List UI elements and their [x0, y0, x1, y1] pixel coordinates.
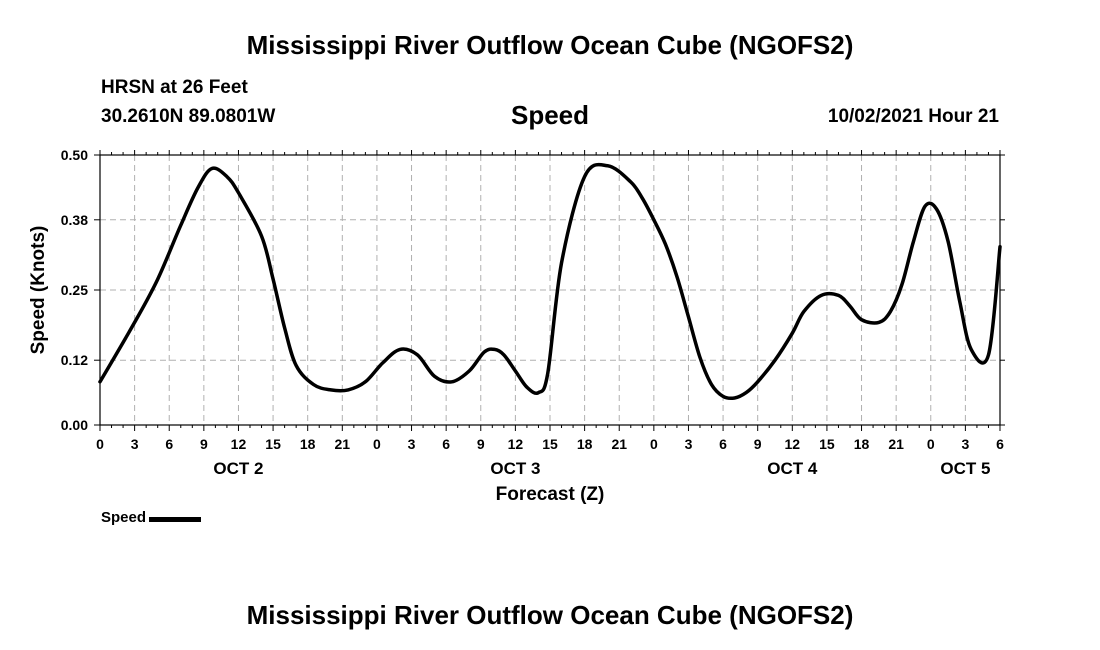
- x-tick-label: 15: [542, 436, 558, 452]
- chart-title-top: Mississippi River Outflow Ocean Cube (NG…: [246, 30, 854, 60]
- station-name: HRSN at 26 Feet: [101, 77, 248, 98]
- y-tick-label: 0.00: [61, 417, 88, 433]
- x-tick-label: 6: [719, 436, 727, 452]
- y-axis-label: Speed (Knots): [28, 226, 49, 355]
- x-tick-label: 9: [477, 436, 485, 452]
- y-tick-label: 0.38: [61, 212, 88, 228]
- day-label: OCT 3: [490, 459, 540, 478]
- legend-swatch: [149, 516, 202, 522]
- y-tick-label: 0.50: [61, 147, 88, 163]
- x-tick-label: 3: [131, 436, 139, 452]
- x-tick-label: 9: [200, 436, 208, 452]
- x-tick-label: 12: [785, 436, 801, 452]
- day-label: OCT 2: [213, 459, 263, 478]
- x-tick-label: 21: [611, 436, 627, 452]
- x-tick-label: 21: [888, 436, 904, 452]
- x-tick-label: 0: [373, 436, 381, 452]
- x-tick-label: 18: [854, 436, 870, 452]
- grid-lines: [100, 155, 1000, 425]
- x-tick-label: 9: [754, 436, 762, 452]
- x-tick-label: 3: [961, 436, 969, 452]
- day-label: OCT 5: [940, 459, 990, 478]
- x-tick-label: 6: [996, 436, 1004, 452]
- x-tick-label: 6: [442, 436, 450, 452]
- y-tick-label: 0.12: [61, 352, 88, 368]
- x-tick-label: 3: [685, 436, 693, 452]
- x-tick-label: 12: [508, 436, 524, 452]
- x-tick-label: 15: [265, 436, 281, 452]
- series-line-speed: [98, 162, 1002, 401]
- series-layer: [98, 162, 1002, 401]
- x-tick-label: 15: [819, 436, 835, 452]
- x-tick-label: 12: [231, 436, 247, 452]
- legend: Speed: [101, 509, 202, 526]
- x-tick-label: 0: [96, 436, 104, 452]
- plot-frame: [99, 154, 1001, 426]
- x-tick-label: 6: [165, 436, 173, 452]
- plot-title: Speed: [510, 100, 590, 130]
- x-tick-label: 3: [408, 436, 416, 452]
- y-tick-label: 0.25: [61, 282, 88, 298]
- x-tick-label: 0: [927, 436, 935, 452]
- station-coords: 30.2610N 89.0801W: [101, 106, 276, 127]
- x-axis-label: Forecast (Z): [496, 484, 605, 505]
- day-label: OCT 4: [767, 459, 818, 478]
- x-tick-label: 18: [300, 436, 316, 452]
- x-tick-label: 0: [650, 436, 658, 452]
- chart-title-bottom: Mississippi River Outflow Ocean Cube (NG…: [246, 600, 854, 630]
- legend-label: Speed: [101, 509, 147, 526]
- x-tick-label: 21: [335, 436, 351, 452]
- forecast-stamp: 10/02/2021 Hour 21: [827, 106, 999, 127]
- speed-chart: 0 3 6 9 12 15 18 21 0 3 6 9 12 15 18 21 0 3 6 9 12 15 18 21 0 3 6 0…: [28, 147, 1005, 505]
- axis-labels: 0 3 6 9 12 15 18 21 0 3 6 9 12 15 18 21 0 3 6 9 12 15 18 21 0 3 6 0…: [28, 147, 1004, 505]
- x-tick-label: 18: [577, 436, 593, 452]
